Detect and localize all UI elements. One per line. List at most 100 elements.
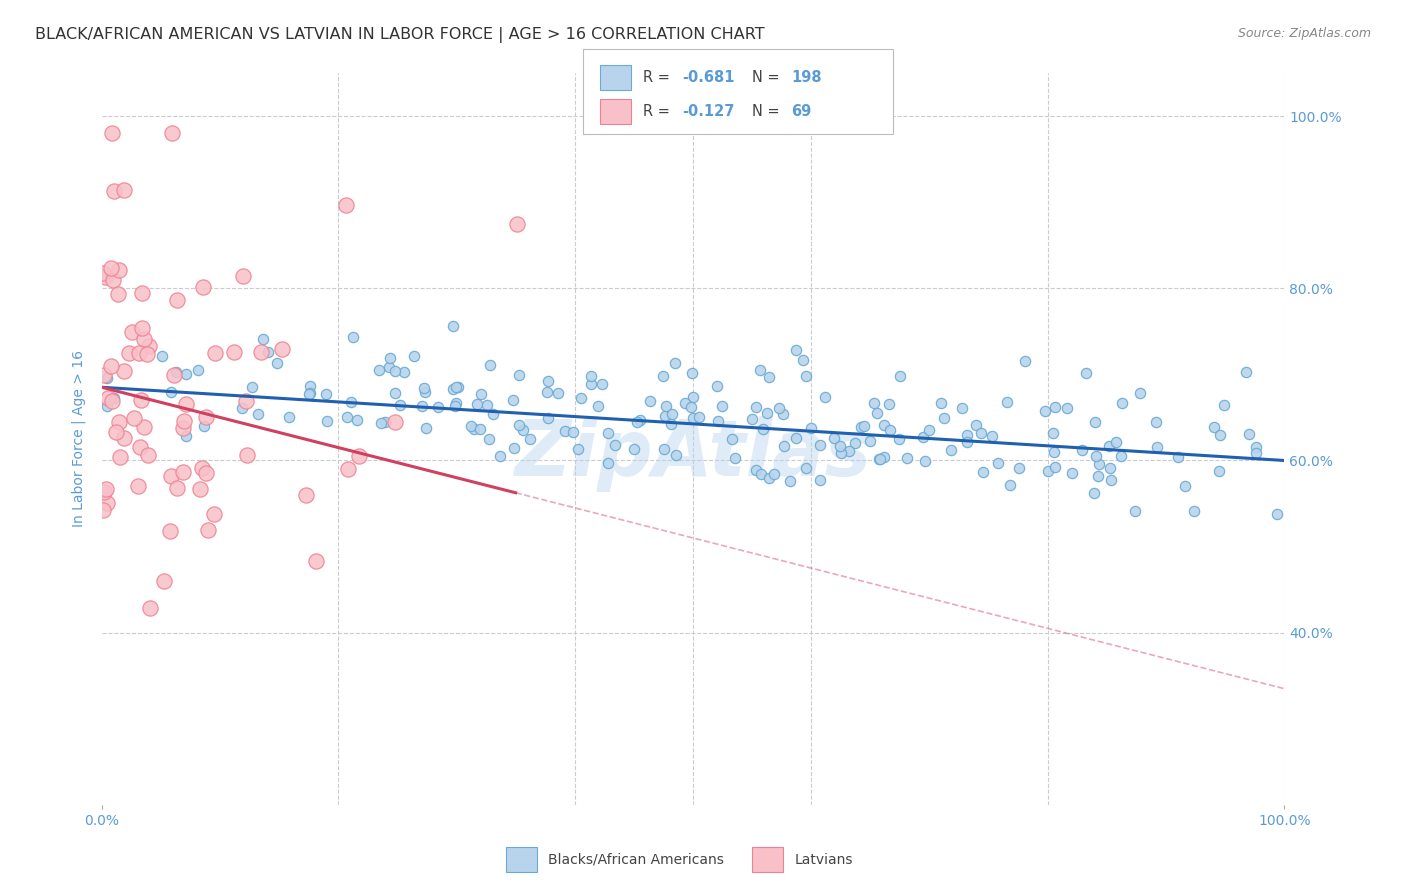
Point [813,390,835,404]
Point [1109,449,1132,463]
Point [195,466,218,480]
Point [723,450,745,465]
Point [298,386,321,401]
Point [868,452,890,467]
Point [640,393,662,408]
Point [682,411,704,425]
Point [932,411,955,425]
Point [173,414,195,428]
Point [956,428,979,442]
Point [160,126,183,140]
Point [489,449,512,463]
Point [779,475,801,489]
Point [749,467,772,482]
Point [794,369,817,384]
Point [108,415,131,429]
Point [838,443,860,458]
Point [232,268,254,283]
Text: Latvians: Latvians [794,853,853,867]
Point [127,479,149,493]
Point [1043,459,1066,474]
Text: -0.127: -0.127 [682,104,734,119]
Point [96,399,118,413]
Point [204,346,226,360]
Point [745,401,768,415]
Point [918,423,941,437]
Point [711,399,734,413]
Point [889,432,911,446]
Point [103,272,125,286]
Point [378,360,401,375]
Point [368,363,391,377]
Point [879,423,901,437]
Point [744,462,766,476]
Point [681,366,703,380]
Point [830,446,852,460]
Point [202,507,225,521]
Point [152,574,174,589]
Point [103,184,125,198]
Point [519,432,541,446]
Point [132,420,155,434]
Point [998,478,1021,492]
Point [828,439,851,453]
Point [250,344,273,359]
Point [586,399,609,413]
Point [441,319,464,334]
Point [384,415,406,429]
Point [176,368,198,382]
Point [1084,415,1107,429]
Point [134,332,156,346]
Point [389,398,412,412]
Point [441,382,464,396]
Point [236,449,259,463]
Point [1144,415,1167,429]
Point [93,368,115,382]
Point [413,381,436,395]
Point [411,399,433,413]
Point [463,422,485,436]
Point [1234,365,1257,379]
Point [460,418,482,433]
Point [652,368,675,383]
Point [1244,441,1267,455]
Y-axis label: In Labor Force | Age > 16: In Labor Force | Age > 16 [72,351,86,527]
Point [1174,479,1197,493]
Point [536,384,558,399]
Point [756,407,779,421]
Text: N =: N = [752,104,785,119]
Point [298,379,321,393]
Point [877,397,900,411]
Point [402,349,425,363]
Point [537,411,560,425]
Text: Blacks/African Americans: Blacks/African Americans [548,853,724,867]
Point [508,368,530,382]
Point [1184,503,1206,517]
Point [1099,461,1122,475]
Point [762,467,785,481]
Point [380,351,402,365]
Point [914,454,936,468]
Point [654,399,676,413]
Point [859,434,882,448]
Point [1212,398,1234,412]
Point [235,394,257,409]
Point [512,423,534,437]
Point [349,449,371,463]
Point [481,407,503,421]
Point [598,456,620,470]
Point [222,344,245,359]
Point [121,325,143,339]
Point [794,460,817,475]
Point [174,397,197,411]
Point [336,462,359,476]
Point [160,385,183,400]
Point [1043,445,1066,459]
Point [1111,396,1133,410]
Point [478,358,501,372]
Point [131,320,153,334]
Point [603,438,626,452]
Point [661,408,683,422]
Point [554,424,576,438]
Point [748,363,770,377]
